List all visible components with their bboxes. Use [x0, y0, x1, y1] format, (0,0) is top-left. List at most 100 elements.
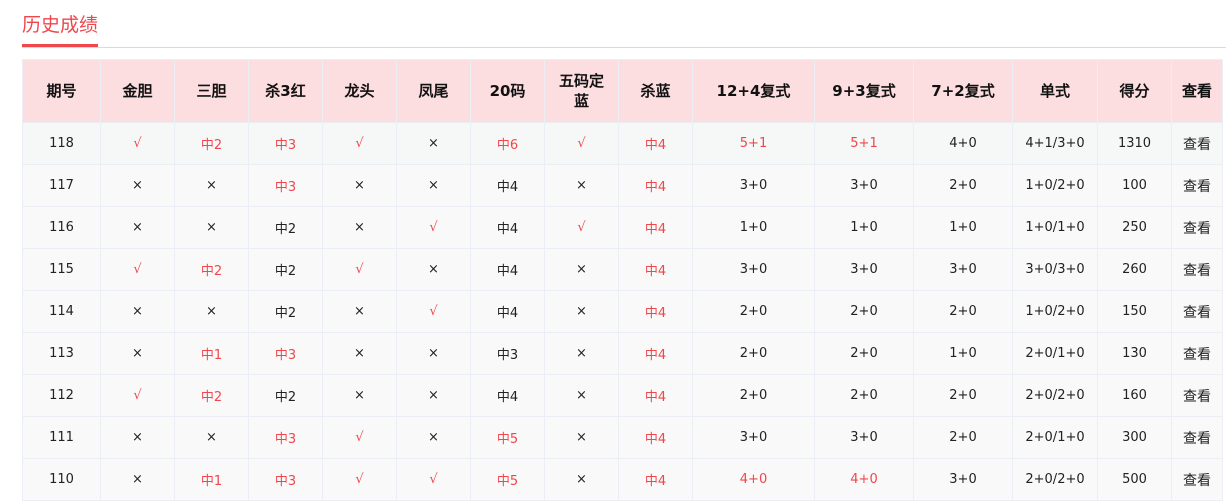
- cell-12-4-combo: 3+0: [692, 416, 815, 459]
- cell-9-3-combo: 3+0: [814, 248, 914, 291]
- cell-9-3-combo: 5+1: [814, 122, 914, 165]
- column-header-five-blue: 五码定蓝: [544, 59, 619, 123]
- cell-issue: 118: [22, 122, 101, 165]
- cell-score: 130: [1097, 332, 1172, 375]
- cell-20-numbers: 中4: [470, 374, 545, 417]
- column-header-20-numbers: 20码: [470, 59, 545, 123]
- cell-kill-blue: 中4: [618, 290, 693, 333]
- column-header-phoenix-tail: 凤尾: [396, 59, 471, 123]
- cell-kill-blue: 中4: [618, 206, 693, 249]
- cell-three-picks: ×: [174, 416, 249, 459]
- cell-gold-pick: ×: [100, 164, 175, 207]
- cell-five-blue: ×: [544, 164, 619, 207]
- cell-20-numbers: 中4: [470, 164, 545, 207]
- table-row: 115 √ 中2 中2 √ × 中4 × 中4 3+0 3+0 3+0 3+0/3+0 260 查看: [22, 248, 1223, 291]
- cell-kill-3-red: 中3: [248, 416, 323, 459]
- column-header-gold-pick: 金胆: [100, 59, 175, 123]
- cell-single: 3+0/3+0: [1012, 248, 1098, 291]
- column-header-issue: 期号: [22, 59, 101, 123]
- column-header-12-4-combo: 12+4复式: [692, 59, 815, 123]
- cell-kill-3-red: 中2: [248, 290, 323, 333]
- cell-12-4-combo: 2+0: [692, 374, 815, 417]
- cell-gold-pick: ×: [100, 416, 175, 459]
- cell-issue: 111: [22, 416, 101, 459]
- view-button[interactable]: 查看: [1171, 206, 1223, 249]
- cell-7-2-combo: 2+0: [913, 374, 1013, 417]
- cell-gold-pick: ×: [100, 206, 175, 249]
- cell-phoenix-tail: ×: [396, 164, 471, 207]
- view-button[interactable]: 查看: [1171, 164, 1223, 207]
- cell-dragon-head: ×: [322, 206, 397, 249]
- table-row: 117 × × 中3 × × 中4 × 中4 3+0 3+0 2+0 1+0/2+0 100 查看: [22, 164, 1223, 207]
- cell-9-3-combo: 2+0: [814, 290, 914, 333]
- view-button[interactable]: 查看: [1171, 122, 1223, 165]
- cell-three-picks: 中2: [174, 248, 249, 291]
- cell-score: 150: [1097, 290, 1172, 333]
- cell-issue: 112: [22, 374, 101, 417]
- cell-gold-pick: ×: [100, 332, 175, 375]
- cell-7-2-combo: 2+0: [913, 416, 1013, 459]
- cell-issue: 115: [22, 248, 101, 291]
- cell-score: 250: [1097, 206, 1172, 249]
- view-button[interactable]: 查看: [1171, 332, 1223, 375]
- cell-kill-blue: 中4: [618, 164, 693, 207]
- cell-phoenix-tail: ×: [396, 416, 471, 459]
- cell-kill-blue: 中4: [618, 374, 693, 417]
- column-header-dragon-head: 龙头: [322, 59, 397, 123]
- table-row: 112 √ 中2 中2 × × 中4 × 中4 2+0 2+0 2+0 2+0/2+0 160 查看: [22, 374, 1223, 417]
- table-header-row: 期号 金胆 三胆 杀3红 龙头 凤尾 20码 五码定蓝 杀蓝 12+4复式 9+3复式 7+2复式 单式…: [22, 59, 1223, 123]
- cell-score: 100: [1097, 164, 1172, 207]
- cell-single: 2+0/1+0: [1012, 416, 1098, 459]
- cell-issue: 113: [22, 332, 101, 375]
- cell-issue: 114: [22, 290, 101, 333]
- cell-score: 260: [1097, 248, 1172, 291]
- cell-three-picks: ×: [174, 290, 249, 333]
- cell-dragon-head: ×: [322, 332, 397, 375]
- cell-single: 1+0/2+0: [1012, 164, 1098, 207]
- cell-dragon-head: ×: [322, 374, 397, 417]
- cell-phoenix-tail: ×: [396, 122, 471, 165]
- cell-single: 2+0/2+0: [1012, 374, 1098, 417]
- cell-20-numbers: 中4: [470, 248, 545, 291]
- cell-single: 1+0/1+0: [1012, 206, 1098, 249]
- cell-gold-pick: √: [100, 122, 175, 165]
- cell-five-blue: ×: [544, 374, 619, 417]
- column-header-three-picks: 三胆: [174, 59, 249, 123]
- cell-7-2-combo: 1+0: [913, 206, 1013, 249]
- cell-five-blue: ×: [544, 332, 619, 375]
- cell-phoenix-tail: ×: [396, 332, 471, 375]
- cell-9-3-combo: 3+0: [814, 164, 914, 207]
- table-row: 118 √ 中2 中3 √ × 中6 √ 中4 5+1 5+1 4+0 4+1/3+0 1310 查看: [22, 122, 1223, 165]
- cell-five-blue: ×: [544, 248, 619, 291]
- cell-dragon-head: √: [322, 416, 397, 459]
- cell-kill-blue: 中4: [618, 332, 693, 375]
- view-button[interactable]: 查看: [1171, 290, 1223, 333]
- table-row: 114 × × 中2 × √ 中4 × 中4 2+0 2+0 2+0 1+0/2+0 150 查看: [22, 290, 1223, 333]
- view-button[interactable]: 查看: [1171, 416, 1223, 459]
- cell-9-3-combo: 2+0: [814, 332, 914, 375]
- cell-7-2-combo: 3+0: [913, 248, 1013, 291]
- cell-gold-pick: ×: [100, 290, 175, 333]
- cell-score: 160: [1097, 374, 1172, 417]
- cell-issue: 116: [22, 206, 101, 249]
- cell-12-4-combo: 5+1: [692, 122, 815, 165]
- cell-phoenix-tail: √: [396, 290, 471, 333]
- cell-gold-pick: √: [100, 374, 175, 417]
- cell-kill-3-red: 中2: [248, 248, 323, 291]
- cell-dragon-head: ×: [322, 290, 397, 333]
- view-button[interactable]: 查看: [1171, 374, 1223, 417]
- cell-12-4-combo: 1+0: [692, 206, 815, 249]
- cell-kill-3-red: 中3: [248, 332, 323, 375]
- cell-kill-blue: 中4: [618, 248, 693, 291]
- table-row: 116 × × 中2 × √ 中4 √ 中4 1+0 1+0 1+0 1+0/1+0 250 查看: [22, 206, 1223, 249]
- tab-bar: 历史成绩: [22, 0, 1226, 48]
- cell-kill-3-red: 中3: [248, 164, 323, 207]
- cell-12-4-combo: 2+0: [692, 290, 815, 333]
- cell-single: 2+0/1+0: [1012, 332, 1098, 375]
- cell-12-4-combo: 3+0: [692, 164, 815, 207]
- view-button[interactable]: 查看: [1171, 248, 1223, 291]
- history-table: 期号 金胆 三胆 杀3红 龙头 凤尾 20码 五码定蓝 杀蓝 12+4复式 9+3复式 7+2复式 单式…: [22, 59, 1223, 501]
- column-header-9-3-combo: 9+3复式: [814, 59, 914, 123]
- tab-history-results[interactable]: 历史成绩: [22, 10, 99, 47]
- table-row: 111 × × 中3 √ × 中5 × 中4 3+0 3+0 2+0 2+0/1+0 300 查看: [22, 416, 1223, 459]
